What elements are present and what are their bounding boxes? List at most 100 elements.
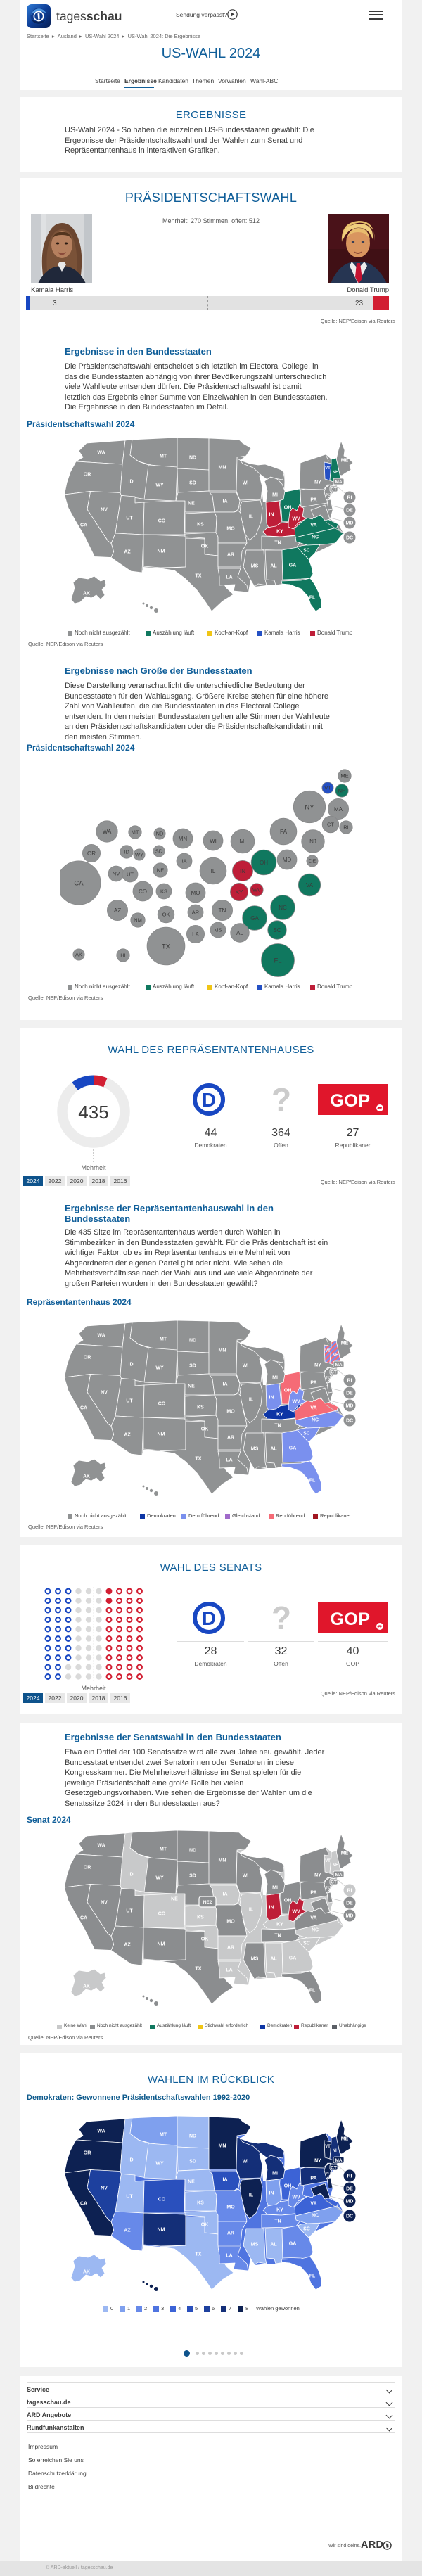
- svg-text:TX: TX: [196, 2252, 202, 2257]
- svg-text:NJ: NJ: [326, 2172, 331, 2176]
- svg-text:WY: WY: [155, 2162, 164, 2167]
- svg-text:AR: AR: [227, 553, 234, 558]
- svg-text:SC: SC: [303, 2227, 310, 2232]
- svg-text:RI: RI: [347, 496, 352, 501]
- svg-text:KY: KY: [276, 1923, 283, 1927]
- svg-text:WY: WY: [155, 483, 164, 488]
- svg-text:NV: NV: [101, 2186, 108, 2191]
- svg-text:AZ: AZ: [124, 1433, 131, 1438]
- svg-text:WV: WV: [292, 1910, 300, 1915]
- svg-text:ME: ME: [341, 459, 349, 464]
- svg-text:HI: HI: [146, 1492, 150, 1496]
- svg-text:TN: TN: [274, 541, 281, 546]
- svg-text:OK: OK: [162, 912, 170, 918]
- svg-text:PA: PA: [310, 2176, 316, 2181]
- svg-text:OK: OK: [201, 1427, 209, 1432]
- svg-text:NJ: NJ: [309, 839, 316, 845]
- svg-text:VA: VA: [310, 1406, 316, 1411]
- svg-text:IA: IA: [223, 2178, 228, 2183]
- svg-text:ME: ME: [341, 1341, 349, 1346]
- svg-text:CO: CO: [158, 2198, 166, 2202]
- svg-text:WV: WV: [292, 517, 300, 522]
- svg-text:MN: MN: [219, 466, 226, 471]
- svg-text:FL: FL: [274, 957, 281, 964]
- svg-text:OR: OR: [87, 850, 96, 857]
- svg-text:IA: IA: [223, 1382, 228, 1387]
- svg-text:AL: AL: [270, 564, 277, 569]
- svg-text:AK: AK: [83, 592, 90, 597]
- svg-text:MD: MD: [346, 2200, 354, 2205]
- svg-text:NV: NV: [101, 508, 108, 513]
- svg-text:FL: FL: [309, 596, 316, 601]
- svg-text:CA: CA: [80, 1916, 87, 1921]
- svg-text:WI: WI: [210, 838, 217, 844]
- svg-text:MT: MT: [160, 2133, 167, 2138]
- svg-text:IN: IN: [269, 1396, 274, 1401]
- svg-text:MS: MS: [251, 2243, 259, 2247]
- svg-text:PA: PA: [280, 829, 288, 835]
- svg-text:MD: MD: [283, 857, 292, 863]
- svg-text:KS: KS: [197, 523, 204, 528]
- svg-text:ME: ME: [341, 2137, 349, 2142]
- svg-text:MA: MA: [335, 480, 342, 485]
- svg-text:SC: SC: [303, 1432, 310, 1436]
- svg-text:OR: OR: [84, 1356, 91, 1360]
- svg-text:NC: NC: [312, 2214, 319, 2219]
- svg-text:AZ: AZ: [114, 907, 121, 914]
- svg-text:NY: NY: [314, 1873, 321, 1878]
- svg-text:UT: UT: [127, 872, 134, 878]
- svg-text:OR: OR: [84, 1866, 91, 1870]
- svg-text:MN: MN: [219, 2144, 226, 2149]
- svg-text:MI: MI: [272, 1886, 278, 1891]
- svg-text:CT: CT: [331, 2165, 337, 2170]
- svg-text:PA: PA: [310, 498, 316, 503]
- svg-text:NJ: NJ: [326, 1886, 331, 1890]
- svg-text:NC: NC: [312, 1418, 319, 1423]
- svg-text:D: D: [202, 1089, 216, 1111]
- svg-text:MI: MI: [240, 839, 246, 845]
- svg-text:SD: SD: [189, 2160, 196, 2164]
- svg-text:CO: CO: [158, 1402, 166, 1407]
- svg-text:KS: KS: [197, 1405, 204, 1410]
- svg-text:IL: IL: [211, 868, 216, 874]
- svg-text:NE: NE: [188, 2180, 195, 2185]
- svg-text:MO: MO: [226, 1410, 235, 1415]
- svg-text:DC: DC: [346, 2214, 353, 2219]
- svg-text:VT: VT: [324, 785, 331, 791]
- svg-text:SD: SD: [189, 1364, 196, 1369]
- svg-text:VT: VT: [325, 2145, 331, 2149]
- svg-text:IA: IA: [181, 858, 186, 865]
- svg-text:CA: CA: [80, 2202, 87, 2207]
- svg-text:AL: AL: [270, 1447, 277, 1452]
- svg-text:ND: ND: [156, 831, 164, 837]
- svg-text:MS: MS: [251, 1447, 259, 1452]
- svg-text:ID: ID: [129, 2158, 134, 2163]
- svg-text:NH: NH: [338, 788, 346, 794]
- svg-text:RI: RI: [343, 824, 349, 831]
- svg-text:IL: IL: [249, 1398, 254, 1403]
- svg-text:ND: ND: [189, 456, 196, 461]
- svg-text:NM: NM: [158, 1942, 165, 1947]
- svg-text:VT: VT: [325, 1349, 331, 1353]
- svg-text:AR: AR: [192, 910, 200, 916]
- svg-text:NY: NY: [314, 480, 321, 485]
- svg-text:FL: FL: [309, 2274, 316, 2279]
- svg-text:CT: CT: [331, 1370, 337, 1375]
- svg-text:IL: IL: [249, 2193, 254, 2198]
- svg-text:AR: AR: [227, 1436, 234, 1441]
- svg-text:OH: OH: [284, 506, 292, 511]
- svg-text:MS: MS: [251, 1957, 259, 1962]
- svg-text:MT: MT: [160, 454, 167, 459]
- svg-text:RI: RI: [347, 1379, 352, 1384]
- svg-text:OR: OR: [84, 473, 91, 478]
- svg-text:CT: CT: [327, 822, 334, 828]
- svg-text:AZ: AZ: [124, 550, 131, 555]
- svg-text:KY: KY: [236, 889, 243, 895]
- svg-text:MD: MD: [346, 1914, 354, 1919]
- svg-text:ID: ID: [124, 849, 129, 855]
- svg-text:D: D: [202, 1607, 216, 1629]
- svg-text:UT: UT: [126, 1399, 133, 1404]
- svg-text:NY: NY: [314, 1363, 321, 1368]
- svg-text:IL: IL: [249, 515, 254, 520]
- svg-text:SD: SD: [155, 848, 163, 855]
